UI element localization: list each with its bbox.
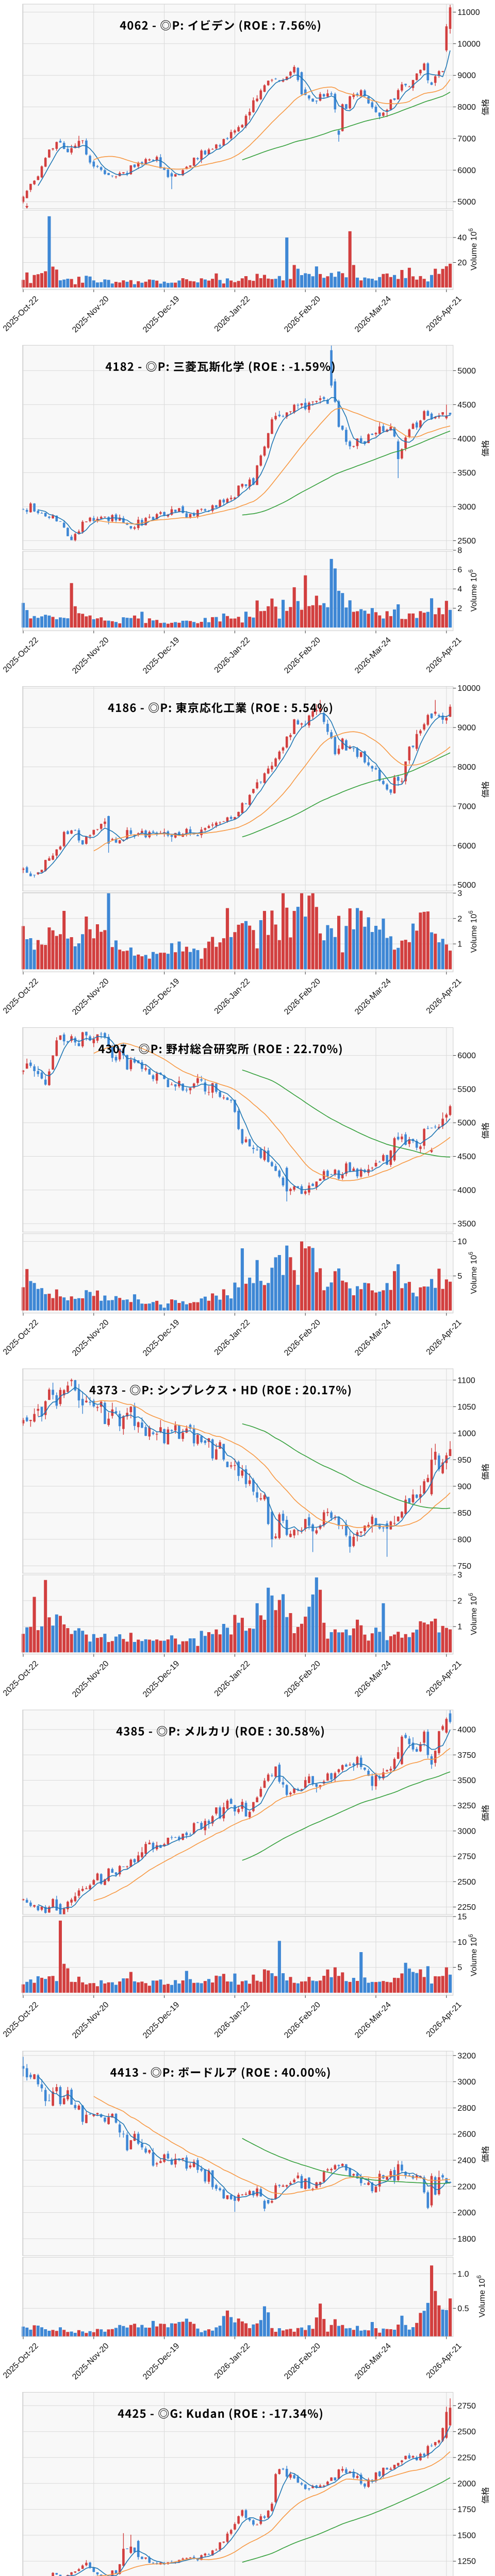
- svg-text:3000: 3000: [457, 2078, 476, 2087]
- svg-text:7000: 7000: [457, 134, 476, 143]
- svg-text:Volume 106: Volume 106: [468, 1252, 478, 1294]
- svg-text:4: 4: [457, 585, 462, 594]
- svg-text:2500: 2500: [457, 537, 476, 546]
- svg-text:1500: 1500: [457, 2531, 476, 2540]
- svg-text:3000: 3000: [457, 1827, 476, 1836]
- svg-text:1050: 1050: [457, 1403, 476, 1412]
- svg-text:40: 40: [457, 234, 467, 243]
- svg-text:2250: 2250: [457, 1903, 476, 1912]
- svg-text:9000: 9000: [457, 724, 476, 733]
- svg-text:1250: 1250: [457, 2557, 476, 2566]
- svg-text:800: 800: [457, 1535, 471, 1544]
- svg-text:20: 20: [457, 259, 467, 267]
- svg-text:6000: 6000: [457, 842, 476, 851]
- svg-text:Volume 106: Volume 106: [468, 569, 478, 612]
- svg-text:3200: 3200: [457, 2052, 476, 2060]
- svg-text:4500: 4500: [457, 401, 476, 410]
- svg-text:3750: 3750: [457, 1751, 476, 1760]
- svg-text:5: 5: [457, 1963, 462, 1972]
- svg-text:950: 950: [457, 1456, 471, 1465]
- svg-text:4000: 4000: [457, 1726, 476, 1735]
- svg-text:2600: 2600: [457, 2130, 476, 2139]
- svg-text:1800: 1800: [457, 2235, 476, 2244]
- svg-text:5000: 5000: [457, 881, 476, 890]
- svg-text:8: 8: [457, 547, 462, 555]
- svg-text:10000: 10000: [457, 684, 481, 693]
- svg-text:11000: 11000: [457, 8, 480, 17]
- svg-text:6000: 6000: [457, 1052, 476, 1060]
- svg-text:Volume 106: Volume 106: [468, 910, 478, 953]
- svg-text:750: 750: [457, 1562, 471, 1571]
- svg-text:1100: 1100: [457, 1376, 475, 1385]
- svg-text:8000: 8000: [457, 763, 476, 772]
- svg-text:5000: 5000: [457, 1119, 476, 1128]
- svg-text:3500: 3500: [457, 469, 476, 478]
- svg-text:850: 850: [457, 1509, 471, 1518]
- svg-text:3500: 3500: [457, 1776, 476, 1785]
- svg-text:5500: 5500: [457, 1085, 476, 1094]
- svg-text:2: 2: [457, 604, 462, 613]
- svg-text:3000: 3000: [457, 503, 476, 512]
- svg-text:900: 900: [457, 1482, 471, 1491]
- svg-text:3500: 3500: [457, 1220, 476, 1229]
- svg-text:1: 1: [457, 940, 462, 949]
- svg-text:2: 2: [457, 914, 462, 923]
- svg-text:4500: 4500: [457, 1153, 476, 1161]
- svg-text:5000: 5000: [457, 198, 476, 207]
- svg-text:10: 10: [457, 1938, 467, 1947]
- svg-text:7000: 7000: [457, 802, 476, 811]
- svg-text:2800: 2800: [457, 2104, 476, 2113]
- svg-text:2200: 2200: [457, 2182, 476, 2191]
- svg-text:8000: 8000: [457, 103, 476, 112]
- svg-text:1: 1: [457, 1623, 462, 1632]
- svg-text:2000: 2000: [457, 2209, 476, 2217]
- svg-text:6000: 6000: [457, 166, 476, 175]
- svg-text:3: 3: [457, 889, 462, 898]
- svg-text:1000: 1000: [457, 1429, 476, 1438]
- svg-text:5000: 5000: [457, 367, 476, 376]
- svg-text:3: 3: [457, 1571, 462, 1580]
- svg-text:2250: 2250: [457, 2454, 476, 2463]
- svg-text:2500: 2500: [457, 1878, 476, 1887]
- svg-text:2750: 2750: [457, 2402, 476, 2411]
- svg-text:Volume 106: Volume 106: [468, 1593, 478, 1635]
- svg-text:Volume 106: Volume 106: [476, 2275, 487, 2317]
- svg-text:Volume 106: Volume 106: [468, 1934, 478, 1976]
- svg-text:2750: 2750: [457, 1853, 476, 1861]
- svg-text:Volume 106: Volume 106: [468, 228, 478, 270]
- svg-text:5: 5: [457, 1272, 462, 1281]
- svg-text:1.0: 1.0: [457, 2270, 469, 2279]
- svg-text:2400: 2400: [457, 2157, 476, 2165]
- svg-text:10: 10: [457, 1238, 467, 1246]
- svg-text:1750: 1750: [457, 2505, 476, 2514]
- svg-text:15: 15: [457, 1913, 467, 1922]
- svg-text:0.5: 0.5: [457, 2304, 469, 2313]
- svg-text:2500: 2500: [457, 2428, 476, 2436]
- svg-text:2000: 2000: [457, 2480, 476, 2488]
- svg-text:4000: 4000: [457, 435, 476, 444]
- svg-text:9000: 9000: [457, 72, 476, 80]
- svg-text:2: 2: [457, 1597, 462, 1605]
- svg-text:6: 6: [457, 566, 462, 574]
- svg-text:4000: 4000: [457, 1186, 476, 1195]
- svg-text:10000: 10000: [457, 40, 481, 48]
- svg-text:3250: 3250: [457, 1802, 476, 1810]
